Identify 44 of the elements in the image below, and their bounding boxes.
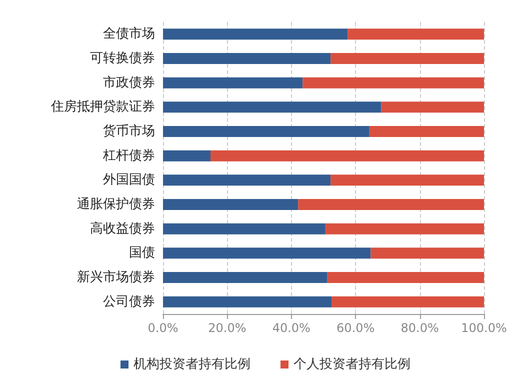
bar <box>332 296 484 308</box>
y-tick-label: 市政债券 <box>103 75 155 90</box>
bar <box>163 174 331 186</box>
bar <box>327 272 484 283</box>
bar <box>163 199 298 210</box>
y-tick-label: 高收益债券 <box>90 220 155 236</box>
bar <box>163 272 328 283</box>
bar <box>298 199 484 210</box>
bar <box>210 150 484 162</box>
y-tick-label: 新兴市场债券 <box>77 270 155 285</box>
x-tick-label: 60.0% <box>336 321 375 335</box>
bar <box>325 223 484 234</box>
legend-label: 机构投资者持有比例 <box>134 357 250 372</box>
bar <box>163 150 211 162</box>
bar <box>370 248 484 259</box>
y-tick-label: 公司债券 <box>103 294 155 310</box>
legend-label: 个人投资者持有比例 <box>294 357 410 372</box>
bar <box>348 28 484 40</box>
bar <box>163 28 348 40</box>
y-tick-label: 货币市场 <box>103 124 155 139</box>
x-tick-label: 80.0% <box>400 321 439 335</box>
bar <box>163 102 382 113</box>
y-tick-label: 住房抵押贷款证券 <box>50 98 155 115</box>
y-tick-label: 国债 <box>129 246 155 261</box>
bar <box>302 77 484 88</box>
y-tick-label: 外国国债 <box>103 172 155 188</box>
y-tick-label: 全债市场 <box>103 26 155 42</box>
bar <box>163 77 303 88</box>
bar <box>330 53 484 64</box>
y-tick-label: 通胀保护债券 <box>77 197 155 212</box>
bar <box>381 102 484 113</box>
x-tick-label: 100.0% <box>461 321 507 335</box>
bar <box>163 126 370 137</box>
bar <box>163 223 326 234</box>
y-tick-label: 可转换债券 <box>90 51 155 66</box>
y-tick-label: 杠杆债券 <box>102 148 155 164</box>
bar <box>369 126 484 137</box>
x-tick-label: 40.0% <box>272 321 310 335</box>
x-tick-label: 0.0% <box>148 321 178 335</box>
bar <box>163 53 331 64</box>
bar <box>330 174 484 186</box>
x-tick-label: 20.0% <box>208 321 246 335</box>
bar <box>163 248 371 259</box>
bar <box>163 296 332 308</box>
